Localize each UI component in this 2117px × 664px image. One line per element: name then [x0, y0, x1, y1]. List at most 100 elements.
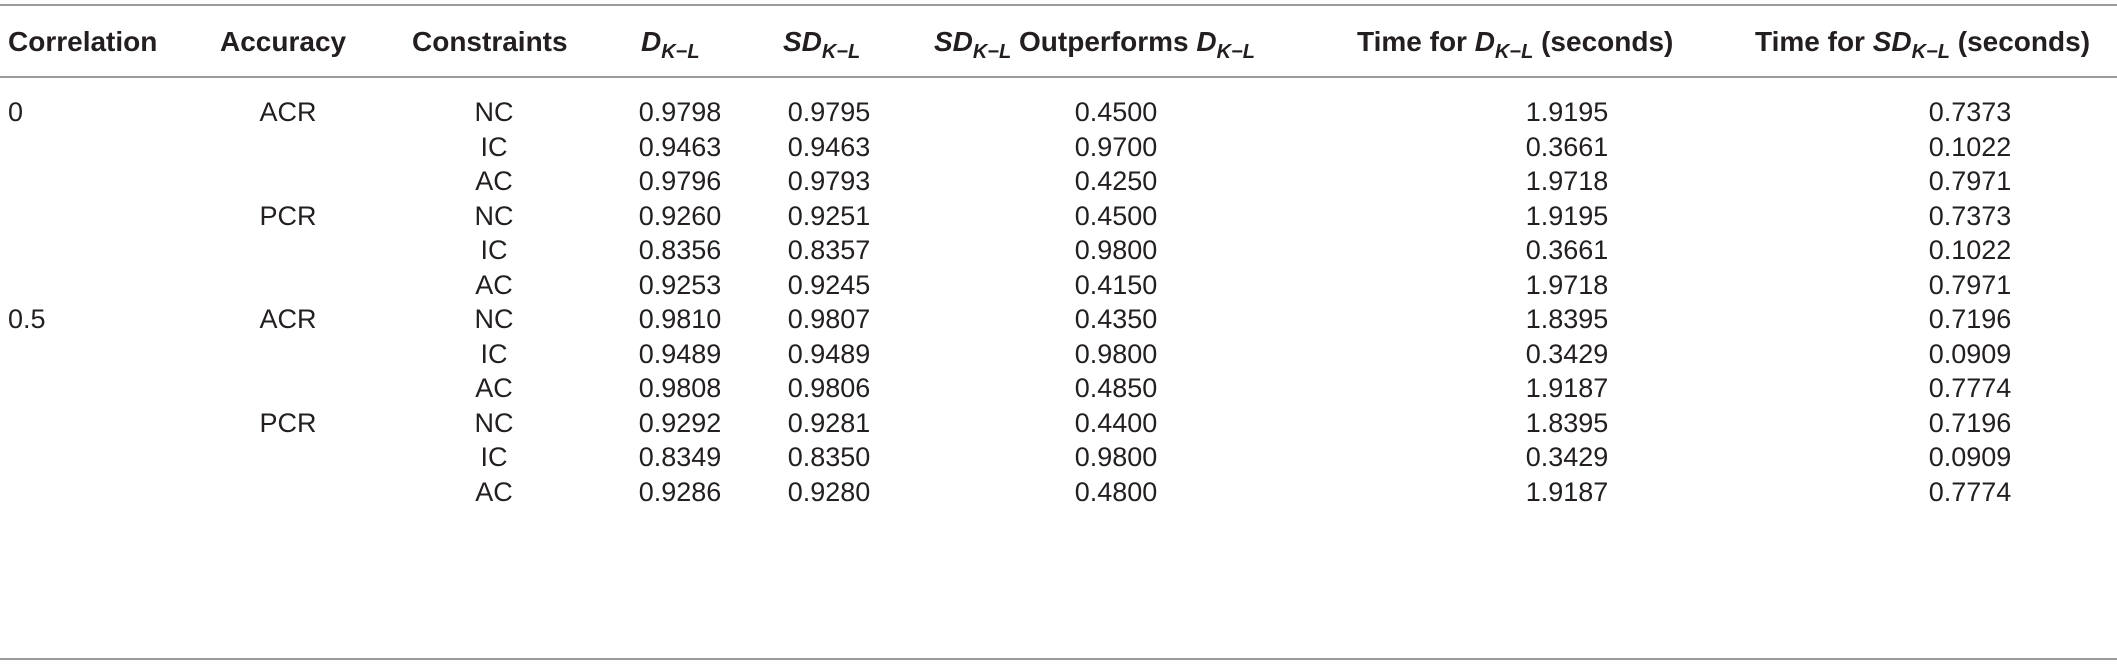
cell-dkl: 0.9463 — [638, 131, 722, 162]
header-rule — [0, 76, 2117, 78]
cell-outperforms: 0.4250 — [1074, 166, 1158, 196]
cell-time-d: 0.3429 — [1525, 442, 1609, 472]
header-time-sd: Time for SDK−L (seconds) — [1755, 20, 2090, 64]
header-time-d-main: D — [1474, 26, 1495, 57]
cell-outperforms: 0.4150 — [1074, 269, 1158, 300]
cell-sdkl: 0.9281 — [787, 407, 871, 438]
cell-time-sd: 0.1022 — [1928, 131, 2012, 162]
cell-dkl: 0.9798 — [638, 97, 722, 127]
cell-outperforms: 0.4500 — [1074, 200, 1158, 231]
cell-outperforms: 0.9800 — [1074, 442, 1158, 472]
cell-sdkl: 0.9806 — [787, 373, 871, 403]
cell-time-sd: 0.7774 — [1928, 373, 2012, 403]
table-top-rule — [0, 4, 2117, 6]
cell-time-d: 1.9187 — [1525, 373, 1609, 403]
cell-time-d: 0.3429 — [1525, 338, 1609, 369]
cell-sdkl: 0.9795 — [787, 97, 871, 127]
cell-dkl: 0.8356 — [638, 235, 722, 265]
header-sdkl: SDK−L — [783, 20, 860, 64]
cell-correlation — [8, 472, 128, 512]
cell-constraints: NC — [474, 97, 514, 127]
cell-dkl: 0.9489 — [638, 338, 722, 369]
cell-constraints: AC — [475, 166, 513, 196]
cell-dkl: 0.9260 — [638, 200, 722, 231]
cell-correlation: 0.5 — [8, 304, 46, 334]
cell-time-d: 1.8395 — [1525, 304, 1609, 334]
cell-dkl: 0.9808 — [638, 373, 722, 403]
header-dkl-main: D — [641, 26, 662, 57]
cell-time-sd: 0.7196 — [1928, 407, 2012, 438]
cell-constraints: IC — [480, 442, 508, 472]
cell-time-sd: 0.7971 — [1928, 166, 2012, 196]
cell-accuracy — [218, 472, 358, 512]
cell-outperforms: 0.4500 — [1074, 97, 1158, 127]
cell-accuracy: ACR — [259, 97, 317, 127]
cell-outperforms: 0.4350 — [1074, 304, 1158, 334]
header-time-d-sub: K−L — [1494, 41, 1534, 63]
cell-time-sd: 0.7774 — [1928, 476, 2012, 507]
cell-sdkl: 0.9807 — [787, 304, 871, 334]
cell-outperforms: 0.9700 — [1074, 131, 1158, 162]
cell-time-d: 1.9195 — [1525, 200, 1609, 231]
header-outperforms-sd-main: SD — [934, 26, 973, 57]
cell-outperforms: 0.4400 — [1074, 407, 1158, 438]
header-outperforms-d-sub: K−L — [1216, 41, 1255, 63]
cell-dkl: 0.9286 — [638, 476, 722, 507]
cell-outperforms: 0.9800 — [1074, 338, 1158, 369]
cell-time-sd: 0.7196 — [1928, 304, 2012, 334]
cell-sdkl: 0.9251 — [787, 200, 871, 231]
cell-sdkl: 0.9463 — [787, 131, 871, 162]
cell-time-d: 0.3661 — [1525, 131, 1609, 162]
header-accuracy: Accuracy — [220, 26, 347, 57]
cell-dkl: 0.8349 — [638, 442, 722, 472]
header-sdkl-sub: K−L — [821, 41, 861, 63]
cell-outperforms: 0.4800 — [1074, 476, 1158, 507]
header-constraints: Constraints — [412, 26, 568, 57]
cell-time-sd: 0.0909 — [1928, 338, 2012, 369]
cell-accuracy: PCR — [259, 407, 317, 438]
header-time-d-suffix: (seconds) — [1541, 26, 1674, 57]
cell-constraints: IC — [480, 235, 508, 265]
cell-time-sd: 0.7373 — [1928, 97, 2012, 127]
cell-dkl: 0.9253 — [638, 269, 722, 300]
cell-constraints: IC — [480, 338, 508, 369]
cell-time-d: 1.9195 — [1525, 97, 1609, 127]
cell-sdkl: 0.8350 — [787, 442, 871, 472]
header-sdkl-main: SD — [783, 26, 822, 57]
header-outperforms-text: Outperforms — [1019, 26, 1189, 57]
table-bottom-rule — [0, 658, 2117, 660]
cell-time-d: 1.8395 — [1525, 407, 1609, 438]
header-time-sd-suffix: (seconds) — [1957, 26, 2091, 57]
cell-constraints: IC — [480, 131, 508, 162]
header-correlation: Correlation — [8, 26, 158, 57]
cell-constraints: AC — [475, 373, 513, 403]
cell-outperforms: 0.9800 — [1074, 235, 1158, 265]
cell-outperforms: 0.4850 — [1074, 373, 1158, 403]
cell-time-d: 1.9718 — [1525, 269, 1609, 300]
header-outperforms-sd-sub: K−L — [972, 41, 1012, 63]
cell-time-sd: 0.1022 — [1928, 235, 2012, 265]
cell-time-d: 1.9187 — [1525, 476, 1609, 507]
cell-dkl: 0.9810 — [638, 304, 722, 334]
header-time-sd-prefix: Time for — [1755, 26, 1865, 57]
cell-dkl: 0.9796 — [638, 166, 722, 196]
header-time-d-prefix: Time for — [1357, 26, 1467, 57]
cell-time-sd: 0.7373 — [1928, 200, 2012, 231]
header-dkl: DK−L — [641, 20, 700, 64]
cell-accuracy: ACR — [259, 304, 317, 334]
cell-time-d: 1.9718 — [1525, 166, 1609, 196]
cell-sdkl: 0.9793 — [787, 166, 871, 196]
cell-accuracy: PCR — [259, 200, 317, 231]
header-outperforms: SDK−L Outperforms DK−L — [934, 20, 1255, 64]
cell-sdkl: 0.9245 — [787, 269, 871, 300]
cell-dkl: 0.9292 — [638, 407, 722, 438]
cell-constraints: NC — [474, 304, 514, 334]
cell-correlation: 0 — [8, 97, 24, 127]
cell-sdkl: 0.8357 — [787, 235, 871, 265]
cell-time-sd: 0.7971 — [1928, 269, 2012, 300]
cell-constraints: NC — [474, 200, 514, 231]
header-outperforms-d-main: D — [1196, 26, 1217, 57]
cell-constraints: AC — [475, 269, 513, 300]
cell-time-d: 0.3661 — [1525, 235, 1609, 265]
